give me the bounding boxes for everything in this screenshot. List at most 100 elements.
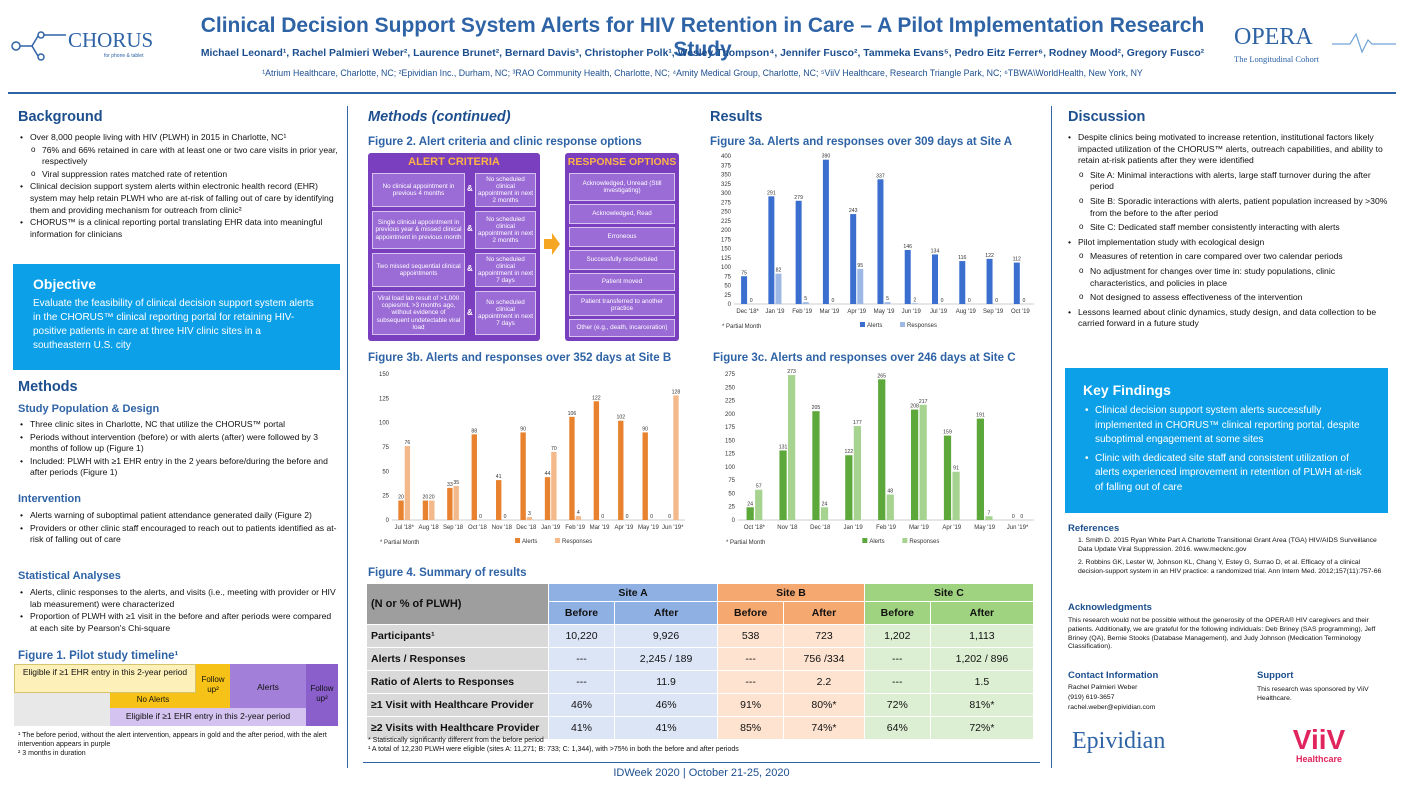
alert-criteria-title: ALERT CRITERIA (408, 156, 500, 168)
table-cell: 1,202 / 896 (929, 647, 1035, 671)
objective-heading: Objective (33, 276, 97, 292)
bar-responses (775, 273, 782, 304)
x-tick-label: Feb '19 (876, 525, 896, 531)
y-tick-label: 25 (724, 293, 731, 299)
data-label: 70 (551, 446, 557, 452)
bar-responses (820, 507, 829, 520)
x-tick-label: Nov '18 (492, 525, 513, 531)
x-tick-label: Jul '19 (930, 309, 948, 315)
bar-alerts (959, 261, 966, 304)
response-option: Patient moved (569, 273, 675, 291)
data-label: 106 (568, 411, 577, 417)
key-findings-heading: Key Findings (1083, 382, 1171, 398)
legend-label: Alerts (869, 539, 884, 545)
data-label: 0 (504, 514, 507, 520)
x-tick-label: Aug '18 (419, 525, 440, 531)
data-label: 4 (577, 510, 580, 516)
table-row: ≥1 Visit with Healthcare Provider 46% 46% 9… (366, 693, 1035, 717)
y-tick-label: 200 (721, 228, 732, 234)
list-item: Not designed to assess effectiveness of … (1066, 292, 1388, 304)
table-cell: 538 (717, 624, 785, 648)
bar-responses (787, 375, 796, 520)
y-tick-label: 225 (721, 219, 732, 225)
bar-alerts (746, 507, 754, 520)
data-label: 122 (592, 395, 601, 401)
bar-alerts (812, 411, 820, 520)
results-heading: Results (710, 109, 763, 125)
criteria-left: No clinical appointment in previous 4 mo… (372, 173, 465, 207)
criteria-right: No scheduled clinical appointment in nex… (475, 173, 536, 207)
y-tick-label: 0 (728, 302, 732, 308)
bar-responses (429, 500, 435, 520)
table-cell: --- (548, 670, 615, 694)
data-label: 24 (747, 501, 753, 507)
data-label: 0 (626, 514, 629, 520)
list-item: Pilot implementation study with ecologic… (1066, 237, 1388, 249)
data-label: 20 (398, 495, 404, 501)
table-row: Alerts / Responses --- 2,245 / 189 --- 756 /… (366, 647, 1035, 671)
key-findings-list: Clinical decision support system alerts … (1083, 404, 1370, 495)
discussion-heading: Discussion (1068, 109, 1146, 125)
data-label: 0 (1022, 298, 1025, 304)
bar-alerts (910, 409, 919, 520)
partial-month-note: * Partial Month (380, 540, 419, 546)
list-item: 76% and 66% retained in care with at lea… (18, 145, 338, 168)
acknowledgments-heading: Acknowledgments (1068, 602, 1152, 613)
methods-continued-heading: Methods (continued) (368, 109, 511, 125)
intervention-list: Alerts warning of suboptimal patient att… (18, 510, 338, 547)
timeline-followup-after: Follow up² (306, 664, 338, 726)
response-option: Other (e.g., death, incarceration) (569, 319, 675, 337)
data-label: 48 (887, 489, 893, 495)
row-label: ≥1 Visit with Healthcare Provider (366, 693, 549, 717)
summary-table: (N or % of PLWH) Site A Site B Site C Be… (366, 583, 1035, 740)
data-label: 20 (423, 495, 429, 501)
x-tick-label: Oct '18* (744, 525, 766, 531)
y-tick-label: 250 (721, 210, 732, 216)
data-label: 0 (995, 298, 998, 304)
data-label: 5 (886, 296, 889, 302)
legend-label: Responses (562, 539, 592, 545)
bar-alerts (398, 500, 404, 520)
list-item: Alerts warning of suboptimal patient att… (18, 510, 338, 522)
response-option: Acknowledged, Unread (Still investigatin… (569, 173, 675, 201)
intervention-heading: Intervention (18, 493, 81, 505)
criteria-left: Viral load lab result of >1,000 copies/m… (372, 291, 465, 335)
x-tick-label: Oct '18 (468, 525, 487, 531)
contact-email[interactable]: rachel.weber@epividian.com (1068, 704, 1156, 711)
viiv-wordmark: ViiV (1292, 724, 1346, 755)
bar-responses (857, 268, 864, 304)
data-label: 0 (750, 298, 753, 304)
y-tick-label: 350 (721, 173, 732, 179)
partial-month-note: * Partial Month (726, 540, 765, 546)
table-cell: 10,220 (548, 624, 615, 648)
table-cell: 9,926 (613, 624, 719, 648)
chorus-tagline: for phone & tablet (104, 53, 144, 59)
column-divider (347, 106, 348, 768)
figure1-note: ² 3 months in duration (18, 750, 86, 757)
table-corner: (N or % of PLWH) (366, 583, 549, 625)
data-label: 5 (804, 296, 807, 302)
criteria-and: & (467, 264, 473, 273)
data-label: 390 (822, 154, 831, 160)
y-tick-label: 325 (721, 182, 732, 188)
figure2-title: Figure 2. Alert criteria and clinic resp… (368, 136, 642, 148)
list-item: Providers or other clinic staff encourag… (18, 523, 338, 546)
row-label: Participants¹ (366, 624, 549, 648)
bar-alerts (822, 159, 829, 304)
y-tick-label: 275 (725, 372, 736, 378)
list-item: CHORUS™ is a clinical reporting portal t… (18, 217, 338, 240)
bar-alerts (741, 276, 748, 304)
legend-swatch (555, 538, 561, 543)
x-tick-label: Aug '19 (956, 309, 977, 315)
y-tick-label: 175 (721, 237, 732, 243)
contact-phone: (919) 619-3657 (1068, 694, 1115, 701)
data-label: 243 (849, 208, 858, 214)
criteria-and: & (467, 184, 473, 193)
legend-swatch (862, 538, 868, 543)
bar-alerts (976, 418, 985, 520)
y-tick-label: 50 (724, 284, 731, 290)
bar-responses (911, 303, 918, 304)
header-divider (8, 92, 1396, 94)
x-tick-label: Apr '19 (847, 309, 866, 315)
bar-responses (952, 471, 960, 520)
